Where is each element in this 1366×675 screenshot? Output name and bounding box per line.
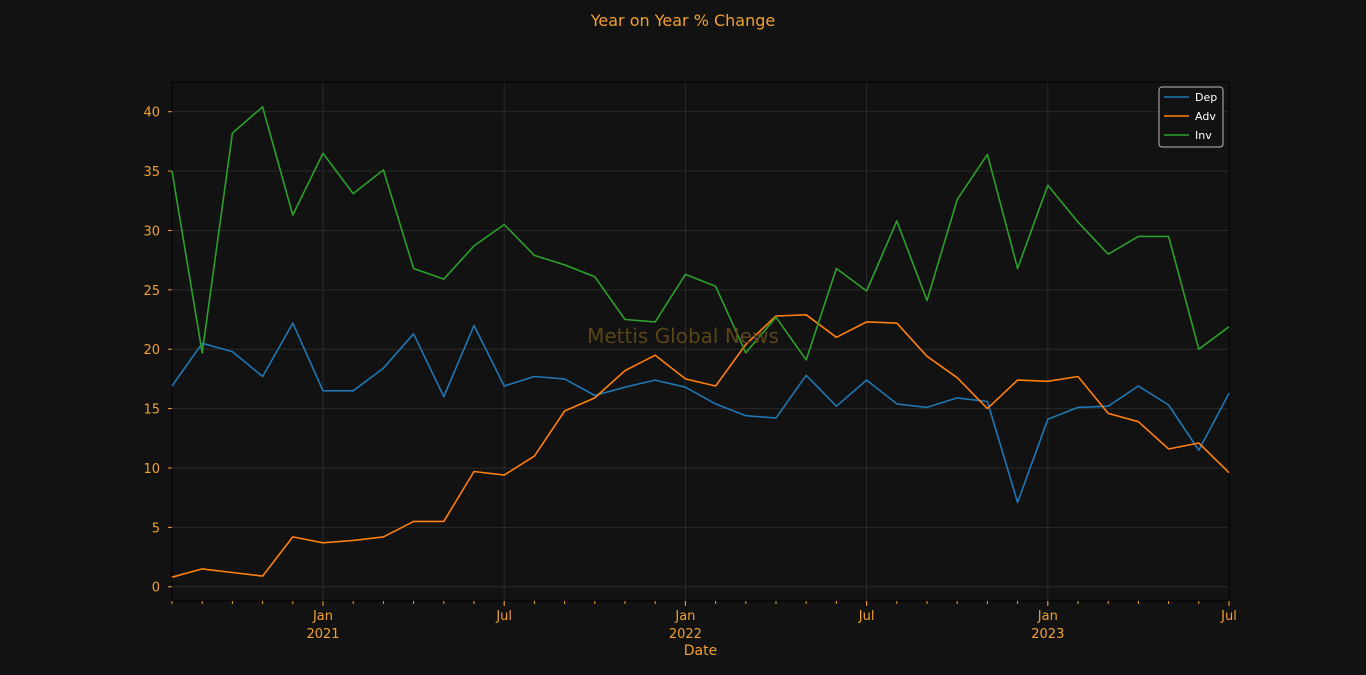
x-tick-label: Jan <box>312 609 333 624</box>
y-tick-label: 10 <box>143 462 160 477</box>
y-tick-label: 5 <box>152 521 160 536</box>
x-tick-year-label: 2023 <box>1031 627 1064 642</box>
x-tick-year-label: 2022 <box>669 627 702 642</box>
y-tick-label: 15 <box>143 403 160 418</box>
chart-title: Year on Year % Change <box>590 11 776 30</box>
x-tick-label: Jul <box>1220 609 1237 624</box>
x-tick-label: Jul <box>495 609 512 624</box>
legend: Dep Adv Inv <box>1158 86 1224 148</box>
legend-label: Adv <box>1195 110 1216 123</box>
y-tick-label: 20 <box>143 343 160 358</box>
y-tick-label: 0 <box>152 581 160 596</box>
x-tick-year-label: 2021 <box>306 627 339 642</box>
watermark-text: Mettis Global News <box>587 324 779 348</box>
legend-label: Inv <box>1195 129 1212 142</box>
series-line-adv <box>171 313 1230 578</box>
x-tick-label: Jul <box>858 609 875 624</box>
series-line-inv <box>171 106 1230 361</box>
y-tick-label: 35 <box>143 165 160 180</box>
legend-label: Dep <box>1195 91 1217 104</box>
x-axis-label: Date <box>683 643 718 659</box>
y-tick-label: 30 <box>143 224 160 239</box>
plot-frame <box>171 81 1230 602</box>
legend-box <box>1158 86 1224 148</box>
y-tick-label: 40 <box>143 106 160 121</box>
series-line-dep <box>171 322 1230 504</box>
x-tick-label: Jan <box>1037 609 1058 624</box>
x-tick-label: Jan <box>674 609 695 624</box>
y-tick-label: 25 <box>143 284 160 299</box>
